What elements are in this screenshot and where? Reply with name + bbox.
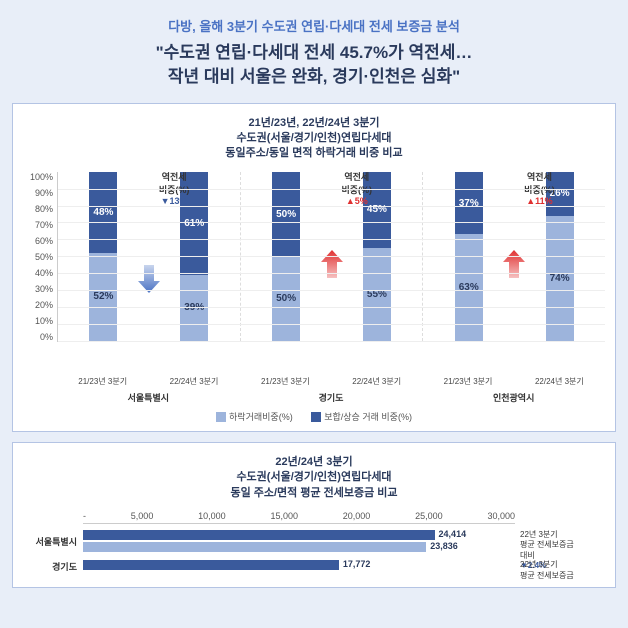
grid-line <box>58 290 605 291</box>
plot-region: 52%48%39%61%역전세비중(%)▼13%50%50%55%45%역전세비… <box>57 172 605 342</box>
hbar-rows: 서울특별시24,41423,83622년 3분기평균 전세보증금대비▼2.4%경… <box>23 530 605 573</box>
legend-swatch-2 <box>311 412 321 422</box>
bar-segment-top: 37% <box>455 172 483 235</box>
grid-line <box>58 206 605 207</box>
title-line-1: "수도권 연립·다세대 전세 45.7%가 역전세… <box>156 43 473 62</box>
x-label: 21/23년 3분기 <box>422 372 513 387</box>
chart1-title: 21년/23년, 22년/24년 3분기 수도권(서울/경기/인천)연립다세대 … <box>23 116 605 162</box>
legend-label-1: 하락거래비중(%) <box>229 412 293 422</box>
stacked-plot-area: 100% 90% 80% 70% 60% 50% 40% 30% 20% 10% 0% 52%48%… <box>23 172 605 372</box>
hbar-bars-group: 17,77222년 3분기평균 전세보증금 <box>83 560 515 572</box>
y-tick: 30% <box>23 284 57 294</box>
hbar-x-tick: 20,000 <box>343 511 371 521</box>
y-tick: 60% <box>23 236 57 246</box>
subtitle: 다방, 올해 3분기 수도권 연립·다세대 전세 보증금 분석 <box>12 16 616 35</box>
chart2-title-l2: 수도권(서울/경기/인천)연립다세대 <box>236 471 391 483</box>
x-label: 21/23년 3분기 <box>240 372 331 387</box>
bar-segment-top: 50% <box>272 172 300 257</box>
hbar-value: 23,836 <box>430 541 458 551</box>
hbar-x-tick: 25,000 <box>415 511 443 521</box>
x-label: 21/23년 3분기 <box>57 372 148 387</box>
chart1-title-l3: 동일주소/동일 면적 하락거래 비중 비교 <box>225 147 402 159</box>
y-tick: 0% <box>23 332 57 342</box>
y-tick: 100% <box>23 172 57 182</box>
legend-item-1: 하락거래비중(%) <box>216 410 293 423</box>
x-label: 22/24년 3분기 <box>514 372 605 387</box>
y-tick: 10% <box>23 316 57 326</box>
hbar-row: 서울특별시24,41423,83622년 3분기평균 전세보증금대비▼2.4% <box>23 530 605 554</box>
header: 다방, 올해 3분기 수도권 연립·다세대 전세 보증금 분석 "수도권 연립·… <box>12 16 616 89</box>
bar-segment-top: 48% <box>89 172 117 253</box>
hbar: 17,772 <box>83 560 339 570</box>
hbar-y-label: 경기도 <box>23 560 83 573</box>
region-name: 인천광역시 <box>422 391 605 404</box>
grid-line <box>58 256 605 257</box>
legend: 하락거래비중(%) 보합/상승 거래 비중(%) <box>23 410 605 423</box>
title-line-2: 작년 대비 서울은 완화, 경기·인천은 심화" <box>168 67 460 86</box>
hbar: 23,836 <box>83 542 426 552</box>
grid-line <box>58 324 605 325</box>
stacked-bar-chart: 21년/23년, 22년/24년 3분기 수도권(서울/경기/인천)연립다세대 … <box>12 103 616 432</box>
bar-segment-bottom: 55% <box>363 248 391 341</box>
legend-swatch-1 <box>216 412 226 422</box>
hbar-x-tick: 15,000 <box>270 511 298 521</box>
y-tick: 80% <box>23 204 57 214</box>
hbar-area: - 5,000 10,000 15,000 20,000 25,000 30,000 서울특… <box>23 511 605 573</box>
region-x-labels: 21/23년 3분기22/24년 3분기 <box>57 372 240 387</box>
hbar-row: 경기도17,77222년 3분기평균 전세보증금 <box>23 560 605 573</box>
grid-line <box>58 222 605 223</box>
hbar-x-tick: 5,000 <box>131 511 154 521</box>
grid-line <box>58 239 605 240</box>
hbar-note: 22년 3분기평균 전세보증금 <box>520 560 600 581</box>
hbar-value: 17,772 <box>343 559 371 569</box>
y-tick: 50% <box>23 252 57 262</box>
y-tick: 40% <box>23 268 57 278</box>
main-title: "수도권 연립·다세대 전세 45.7%가 역전세… 작년 대비 서울은 완화,… <box>12 41 616 89</box>
y-axis: 100% 90% 80% 70% 60% 50% 40% 30% 20% 10% 0% <box>23 172 57 342</box>
x-label: 22/24년 3분기 <box>148 372 239 387</box>
bar-segment-bottom: 50% <box>272 256 300 341</box>
y-tick: 20% <box>23 300 57 310</box>
legend-label-2: 보합/상승 거래 비중(%) <box>324 412 412 422</box>
chart2-title: 22년/24년 3분기 수도권(서울/경기/인천)연립다세대 동일 주소/면적 … <box>23 455 605 501</box>
legend-item-2: 보합/상승 거래 비중(%) <box>311 410 412 423</box>
hbar-y-label: 서울특별시 <box>23 535 83 548</box>
region-name: 서울특별시 <box>57 391 240 404</box>
y-tick: 70% <box>23 220 57 230</box>
region-x-labels: 21/23년 3분기22/24년 3분기 <box>422 372 605 387</box>
bar-segment-top: 45% <box>363 172 391 248</box>
y-tick: 90% <box>23 188 57 198</box>
region-x-labels: 21/23년 3분기22/24년 3분기 <box>240 372 423 387</box>
x-label: 22/24년 3분기 <box>331 372 422 387</box>
grid-line <box>58 307 605 308</box>
horizontal-bar-chart: 22년/24년 3분기 수도권(서울/경기/인천)연립다세대 동일 주소/면적 … <box>12 442 616 588</box>
chart2-title-l1: 22년/24년 3분기 <box>275 456 352 468</box>
bar-segment-bottom: 74% <box>546 216 574 341</box>
bar-segment-bottom: 52% <box>89 253 117 341</box>
chart1-title-l2: 수도권(서울/경기/인천)연립다세대 <box>236 132 391 144</box>
x-axis-labels: 21/23년 3분기22/24년 3분기21/23년 3분기22/24년 3분기… <box>57 372 605 387</box>
region-names: 서울특별시경기도인천광역시 <box>57 391 605 404</box>
hbar-bars-group: 24,41423,83622년 3분기평균 전세보증금대비▼2.4% <box>83 530 515 554</box>
hbar-x-tick: 30,000 <box>487 511 515 521</box>
grid-line <box>58 341 605 342</box>
chart2-title-l3: 동일 주소/면적 평균 전세보증금 비교 <box>230 487 397 499</box>
hbar-x-axis: - 5,000 10,000 15,000 20,000 25,000 30,000 <box>83 511 515 524</box>
grid-line <box>58 273 605 274</box>
region-name: 경기도 <box>240 391 423 404</box>
bar-segment-top: 26% <box>546 172 574 216</box>
hbar: 24,414 <box>83 530 435 540</box>
hbar-value: 24,414 <box>439 529 467 539</box>
grid-line <box>58 189 605 190</box>
hbar-x-tick: - <box>83 511 86 521</box>
hbar-x-tick: 10,000 <box>198 511 226 521</box>
chart1-title-l1: 21년/23년, 22년/24년 3분기 <box>248 117 379 129</box>
